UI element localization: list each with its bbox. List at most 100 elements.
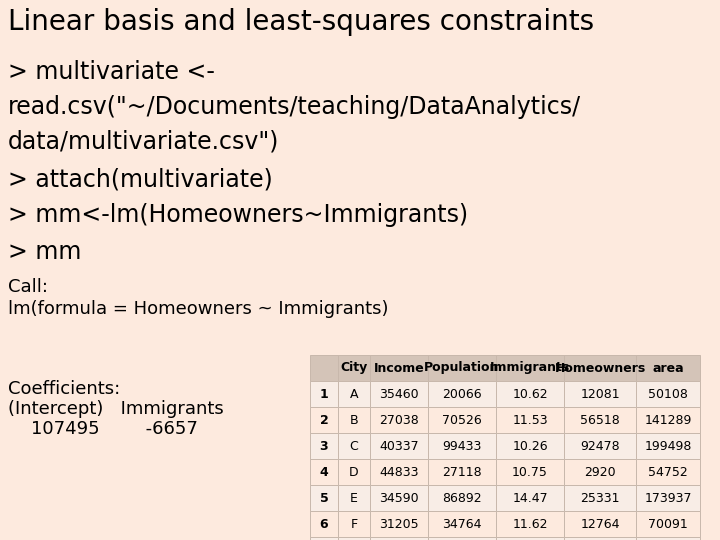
Text: 2: 2 [320, 414, 328, 427]
Text: > attach(multivariate): > attach(multivariate) [8, 168, 273, 192]
Bar [564, 511, 636, 537]
Text: 107495        -6657: 107495 -6657 [8, 420, 198, 438]
Bar [338, 381, 370, 407]
Bar [428, 407, 496, 433]
Text: 10.26: 10.26 [512, 440, 548, 453]
Text: 10.62: 10.62 [512, 388, 548, 401]
Bar [636, 355, 700, 381]
Text: > multivariate <-: > multivariate <- [8, 60, 215, 84]
Bar [496, 433, 564, 459]
Text: 34764: 34764 [442, 517, 482, 530]
Bar [310, 537, 338, 540]
Bar [636, 407, 700, 433]
Text: E: E [350, 491, 358, 504]
Text: data/multivariate.csv"): data/multivariate.csv") [8, 130, 279, 154]
Bar [310, 407, 338, 433]
Bar [370, 485, 428, 511]
Bar [636, 381, 700, 407]
Text: 70526: 70526 [442, 414, 482, 427]
Text: 20066: 20066 [442, 388, 482, 401]
Text: 56518: 56518 [580, 414, 620, 427]
Text: 99433: 99433 [442, 440, 482, 453]
Text: > mm<-lm(Homeowners~Immigrants): > mm<-lm(Homeowners~Immigrants) [8, 203, 468, 227]
Text: Linear basis and least-squares constraints: Linear basis and least-squares constrain… [8, 8, 594, 36]
Text: 14.47: 14.47 [512, 491, 548, 504]
Bar [338, 355, 370, 381]
Text: A: A [350, 388, 359, 401]
Bar [564, 381, 636, 407]
Bar [310, 459, 338, 485]
Bar [370, 381, 428, 407]
Bar [310, 381, 338, 407]
Text: 25331: 25331 [580, 491, 620, 504]
Text: Population: Population [424, 361, 500, 375]
Bar [428, 485, 496, 511]
Text: read.csv("~/Documents/teaching/DataAnalytics/: read.csv("~/Documents/teaching/DataAnaly… [8, 95, 581, 119]
Text: 27038: 27038 [379, 414, 419, 427]
Bar [564, 537, 636, 540]
Text: Call:: Call: [8, 278, 48, 296]
Bar [338, 485, 370, 511]
Bar [370, 407, 428, 433]
Text: D: D [349, 465, 359, 478]
Bar [338, 433, 370, 459]
Bar [370, 459, 428, 485]
Text: 10.75: 10.75 [512, 465, 548, 478]
Text: 35460: 35460 [379, 388, 419, 401]
Text: 11.53: 11.53 [512, 414, 548, 427]
Text: Income: Income [374, 361, 424, 375]
Text: Coefficients:: Coefficients: [8, 380, 120, 398]
Text: 5: 5 [320, 491, 328, 504]
Text: 27118: 27118 [442, 465, 482, 478]
Text: B: B [350, 414, 359, 427]
Bar [338, 537, 370, 540]
Text: 173937: 173937 [644, 491, 692, 504]
Bar [310, 355, 338, 381]
Bar [428, 355, 496, 381]
Bar [496, 381, 564, 407]
Bar [428, 537, 496, 540]
Bar [310, 511, 338, 537]
Text: 40337: 40337 [379, 440, 419, 453]
Bar [310, 433, 338, 459]
Bar [564, 407, 636, 433]
Text: > mm: > mm [8, 240, 81, 264]
Bar [636, 433, 700, 459]
Bar [564, 459, 636, 485]
Text: 34590: 34590 [379, 491, 419, 504]
Text: 4: 4 [320, 465, 328, 478]
Bar [496, 459, 564, 485]
Bar [496, 485, 564, 511]
Text: 3: 3 [320, 440, 328, 453]
Text: Immigrants: Immigrants [490, 361, 570, 375]
Text: C: C [350, 440, 359, 453]
Bar [370, 537, 428, 540]
Text: Homeowners: Homeowners [554, 361, 646, 375]
Bar [338, 511, 370, 537]
Text: 1: 1 [320, 388, 328, 401]
Bar [636, 459, 700, 485]
Bar [338, 407, 370, 433]
Text: 86892: 86892 [442, 491, 482, 504]
Text: 199498: 199498 [644, 440, 692, 453]
Text: 6: 6 [320, 517, 328, 530]
Bar [428, 459, 496, 485]
Bar [496, 407, 564, 433]
Bar [428, 511, 496, 537]
Bar [338, 459, 370, 485]
Text: 92478: 92478 [580, 440, 620, 453]
Text: 2920: 2920 [584, 465, 616, 478]
Bar [370, 355, 428, 381]
Text: lm(formula = Homeowners ~ Immigrants): lm(formula = Homeowners ~ Immigrants) [8, 300, 389, 318]
Text: F: F [351, 517, 358, 530]
Bar [428, 433, 496, 459]
Text: 11.62: 11.62 [512, 517, 548, 530]
Bar [636, 511, 700, 537]
Text: 44833: 44833 [379, 465, 419, 478]
Bar [310, 485, 338, 511]
Bar [636, 537, 700, 540]
Text: 141289: 141289 [644, 414, 692, 427]
Text: 12081: 12081 [580, 388, 620, 401]
Text: (Intercept)   Immigrants: (Intercept) Immigrants [8, 400, 224, 418]
Bar [564, 433, 636, 459]
